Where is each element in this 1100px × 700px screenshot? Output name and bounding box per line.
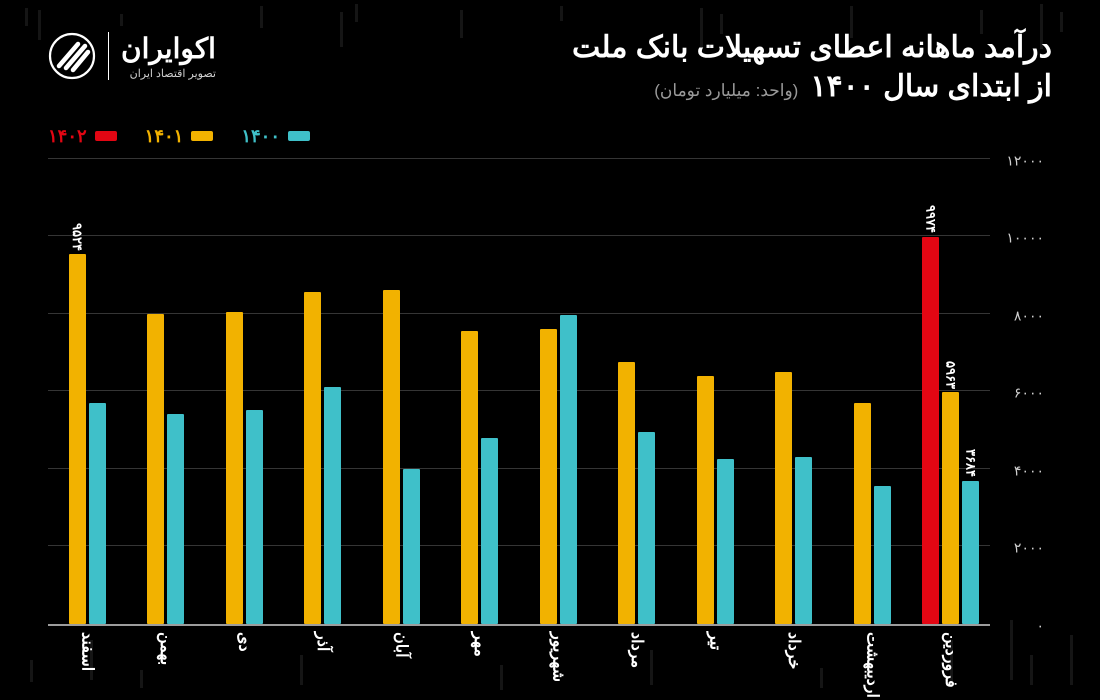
y-tick-label: ۱۲۰۰۰ xyxy=(1006,152,1044,169)
x-tick-label: تیر xyxy=(705,632,724,650)
bar-yellow xyxy=(854,403,871,624)
brand-block: اکوایران تصویر اقتصاد ایران xyxy=(48,28,216,80)
bar-value-label: ۹۵۲۴ xyxy=(70,223,85,255)
month-group xyxy=(833,161,912,624)
bar-cyan xyxy=(481,438,498,624)
month-group xyxy=(598,161,677,624)
y-tick-label: ۱۰۰۰۰ xyxy=(1006,230,1044,247)
legend-label: ۱۴۰۱ xyxy=(145,126,184,147)
x-axis: فروردین اردیبهشت خرداد تیر مرداد شهریور مهر آبا… xyxy=(48,626,990,696)
bar-cyan xyxy=(167,414,184,623)
legend-item: ۱۴۰۱ xyxy=(145,126,214,147)
legend-swatch xyxy=(191,131,213,141)
y-tick-label: ۶۰۰۰ xyxy=(1014,385,1044,402)
bar-yellow xyxy=(304,292,321,623)
bar-cyan xyxy=(874,486,891,624)
legend-label: ۱۴۰۰ xyxy=(241,126,280,147)
month-group xyxy=(205,161,284,624)
bar-cyan: ۳۶۸۴ xyxy=(962,481,979,624)
bar-red: ۹۹۷۴ xyxy=(922,237,939,623)
bar-cyan xyxy=(324,387,341,623)
legend-item: ۱۴۰۰ xyxy=(241,126,310,147)
brand-name: اکوایران xyxy=(121,32,216,65)
x-tick-label: فروردین xyxy=(941,632,960,688)
title-block: درآمد ماهانه اعطای تسهیلات بانک ملت (واح… xyxy=(572,28,1052,104)
legend-swatch xyxy=(288,131,310,141)
bar-value-label: ۵۹۶۳ xyxy=(943,361,958,393)
bar-value-label: ۳۶۸۴ xyxy=(963,449,978,481)
y-tick-label: ۰ xyxy=(1036,617,1044,634)
x-tick-label: اسفند xyxy=(77,632,96,671)
legend-item: ۱۴۰۲ xyxy=(48,126,117,147)
legend-swatch xyxy=(95,131,117,141)
brand-logo-icon xyxy=(48,32,96,80)
bar-cyan xyxy=(717,459,734,624)
legend-label: ۱۴۰۲ xyxy=(48,126,87,147)
bar-cyan xyxy=(246,410,263,623)
month-group xyxy=(676,161,755,624)
plot-area: ۳۶۸۴۵۹۶۳۹۹۷۴۹۵۲۴ xyxy=(48,161,990,626)
month-group: ۹۵۲۴ xyxy=(48,161,127,624)
chart-container: درآمد ماهانه اعطای تسهیلات بانک ملت (واح… xyxy=(0,0,1100,700)
bar-yellow xyxy=(226,312,243,624)
bar-yellow xyxy=(147,314,164,624)
bar-cyan xyxy=(795,457,812,624)
y-tick-label: ۸۰۰۰ xyxy=(1014,307,1044,324)
bar-cyan xyxy=(638,432,655,624)
month-group: ۳۶۸۴۵۹۶۳۹۹۷۴ xyxy=(912,161,991,624)
x-tick-label: بهمن xyxy=(156,632,175,665)
x-tick-label: دی xyxy=(234,632,253,652)
header: درآمد ماهانه اعطای تسهیلات بانک ملت (واح… xyxy=(48,28,1052,104)
month-group xyxy=(441,161,520,624)
month-group xyxy=(284,161,363,624)
brand-subtitle: تصویر اقتصاد ایران xyxy=(121,67,216,80)
x-tick-label: آذر xyxy=(313,632,332,651)
bar-yellow xyxy=(540,329,557,624)
title-line-1: درآمد ماهانه اعطای تسهیلات بانک ملت xyxy=(572,28,1052,69)
chart: ۰۲۰۰۰۴۰۰۰۶۰۰۰۸۰۰۰۱۰۰۰۰۱۲۰۰۰ ۳۶۸۴۵۹۶۳۹۹۷۴… xyxy=(48,161,1052,626)
month-group xyxy=(755,161,834,624)
bar-value-label: ۹۹۷۴ xyxy=(923,205,938,237)
y-tick-label: ۲۰۰۰ xyxy=(1014,540,1044,557)
legend: ۱۴۰۰ ۱۴۰۱ ۱۴۰۲ xyxy=(48,126,1052,147)
bar-yellow: ۵۹۶۳ xyxy=(942,392,959,623)
month-group xyxy=(127,161,206,624)
bar-cyan xyxy=(403,469,420,623)
unit-label: (واحد: میلیارد تومان) xyxy=(654,81,798,101)
month-group xyxy=(362,161,441,624)
bar-yellow xyxy=(697,376,714,624)
bar-yellow: ۹۵۲۴ xyxy=(69,254,86,623)
x-tick-label: آبان xyxy=(391,632,410,658)
x-tick-label: شهریور xyxy=(548,632,567,682)
title-line-2: از ابتدای سال ۱۴۰۰ xyxy=(810,69,1052,104)
bar-yellow xyxy=(618,362,635,624)
bar-cyan xyxy=(560,315,577,623)
month-group xyxy=(519,161,598,624)
y-axis: ۰۲۰۰۰۴۰۰۰۶۰۰۰۸۰۰۰۱۰۰۰۰۱۲۰۰۰ xyxy=(990,161,1052,626)
x-tick-label: مهر xyxy=(470,632,489,657)
y-tick-label: ۴۰۰۰ xyxy=(1014,462,1044,479)
x-tick-label: خرداد xyxy=(784,632,803,669)
grid-line xyxy=(48,158,990,159)
bar-yellow xyxy=(775,372,792,624)
brand-separator xyxy=(108,32,109,80)
x-tick-label: اردیبهشت xyxy=(862,632,881,698)
bar-cyan xyxy=(89,403,106,624)
bar-yellow xyxy=(461,331,478,624)
x-tick-label: مرداد xyxy=(627,632,646,668)
bar-yellow xyxy=(383,290,400,623)
